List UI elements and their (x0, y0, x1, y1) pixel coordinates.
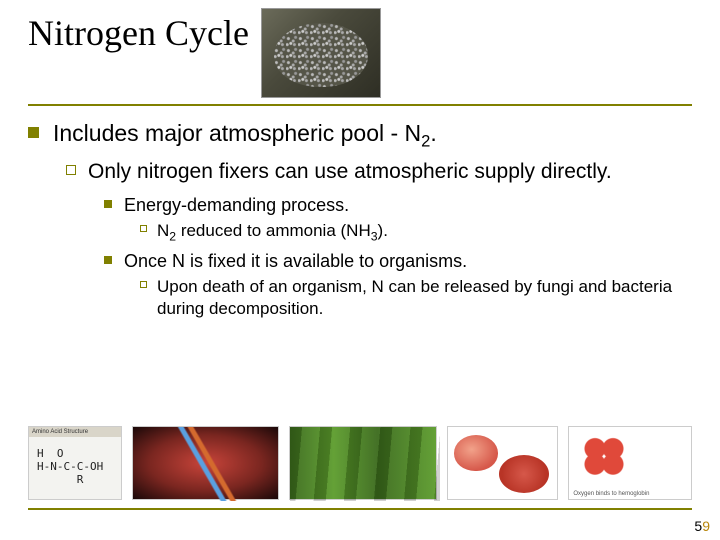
page-number-part: 9 (702, 518, 710, 534)
bullet-icon (104, 200, 112, 208)
bullet-l1: Includes major atmospheric pool - N2. (28, 120, 692, 151)
bullet-text: Upon death of an organism, N can be rele… (157, 276, 692, 320)
bullet-l4: Upon death of an organism, N can be rele… (140, 276, 692, 320)
title-underline (28, 104, 692, 106)
subscript: 2 (421, 132, 430, 151)
text-part: . (430, 120, 436, 146)
bullet-text: N2 reduced to ammonia (NH3). (157, 220, 388, 245)
bullet-icon (140, 225, 147, 232)
bullet-icon (140, 281, 147, 288)
text-part: Includes major atmospheric pool - N (53, 120, 421, 146)
page-number: 59 (694, 518, 710, 534)
bullet-text: Once N is fixed it is available to organ… (124, 250, 467, 273)
text-part: reduced to ammonia (NH (176, 221, 371, 240)
bullet-icon (66, 165, 76, 175)
content: Includes major atmospheric pool - N2. On… (28, 120, 692, 320)
thumb-amino-acid (28, 426, 122, 500)
bullet-text: Energy-demanding process. (124, 194, 349, 217)
bullet-icon (28, 127, 39, 138)
thumb-dna (132, 426, 279, 500)
text-part: N (157, 221, 169, 240)
bullet-icon (104, 256, 112, 264)
title-row: Nitrogen Cycle (28, 12, 692, 102)
hero-image (261, 8, 381, 98)
bullet-l3: Energy-demanding process. (104, 194, 692, 217)
thumb-plant-cells (289, 426, 436, 500)
bullet-l3: Once N is fixed it is available to organ… (104, 250, 692, 273)
slide: Nitrogen Cycle Includes major atmospheri… (0, 0, 720, 540)
footer-divider (28, 508, 692, 510)
subscript: 3 (371, 230, 378, 244)
bullet-l4: N2 reduced to ammonia (NH3). (140, 220, 692, 245)
bullet-text: Includes major atmospheric pool - N2. (53, 120, 437, 151)
thumb-blood-cell (447, 426, 559, 500)
thumb-hemoglobin (568, 426, 692, 500)
text-part: ). (378, 221, 388, 240)
slide-title: Nitrogen Cycle (28, 12, 249, 54)
image-row (28, 426, 692, 500)
bullet-text: Only nitrogen fixers can use atmospheric… (88, 159, 612, 185)
bullet-l2: Only nitrogen fixers can use atmospheric… (66, 159, 692, 185)
